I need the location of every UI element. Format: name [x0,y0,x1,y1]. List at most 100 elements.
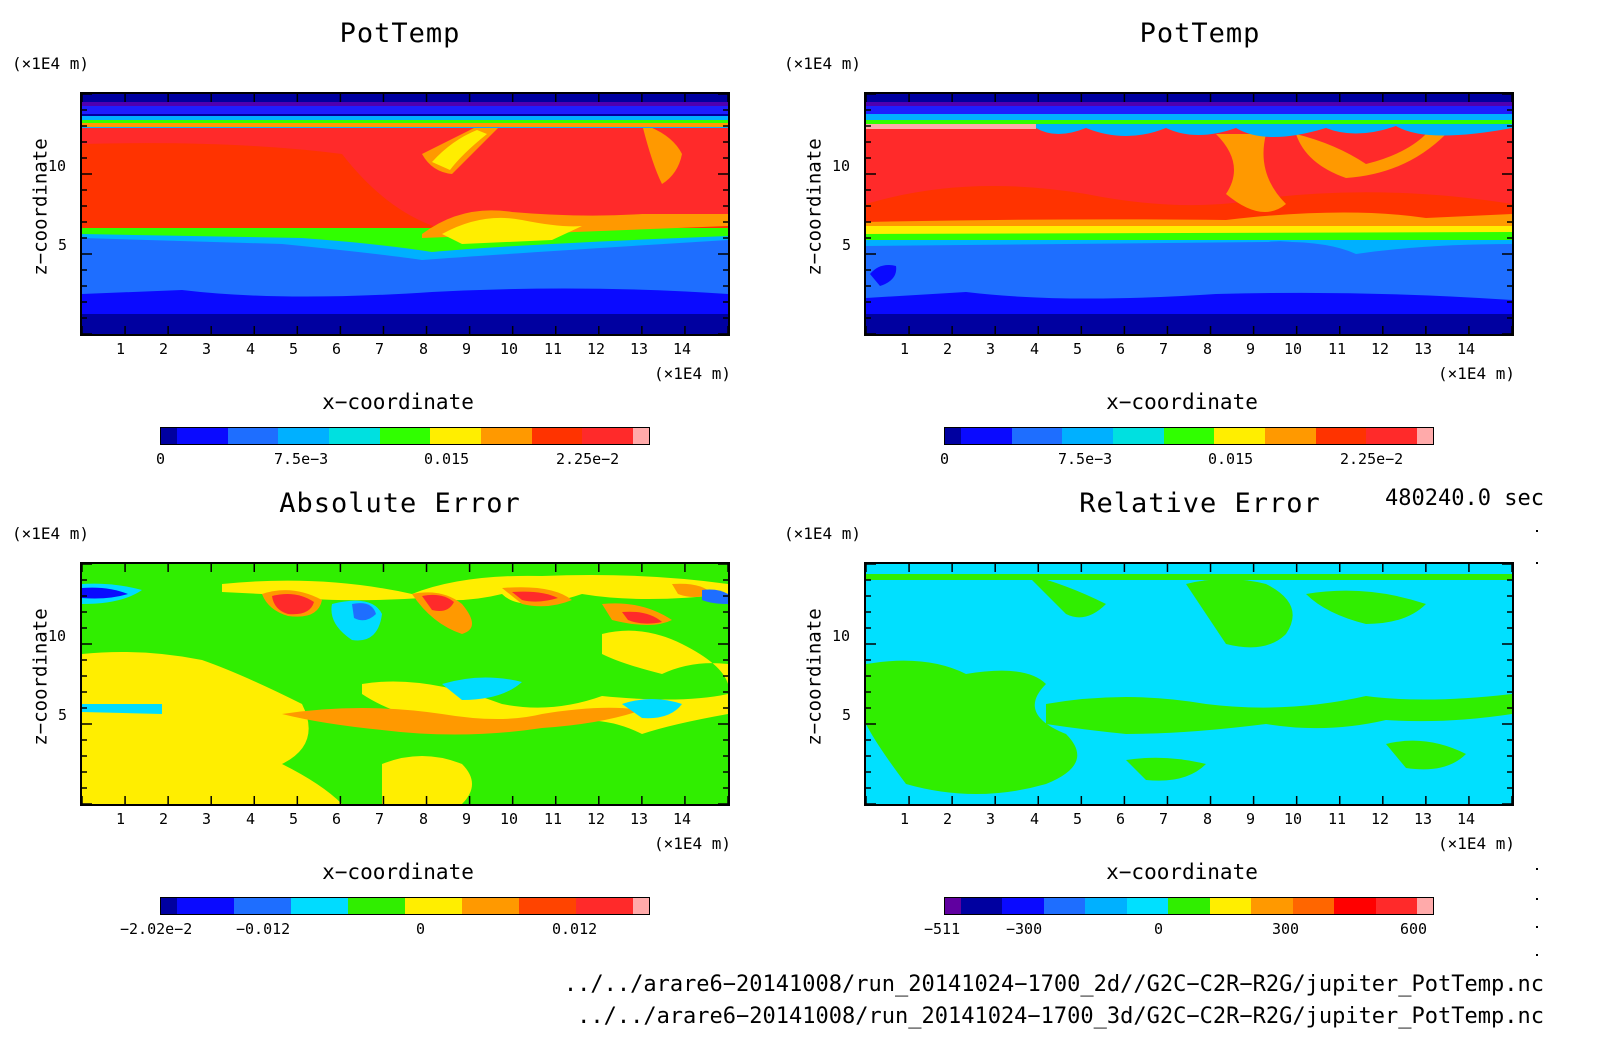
x-tick: 13 [630,810,649,828]
colorbar-swatch [481,428,532,444]
blue-blob-mid [352,603,376,621]
colorbar-swatch [1163,428,1215,444]
heatmap-svg [82,564,728,804]
colorbar-swatch [1334,898,1376,914]
colorbar-swatch [1417,428,1434,444]
colorbar [944,427,1434,445]
x-tick: 6 [1116,810,1126,828]
x-tick: 13 [630,340,649,358]
colorbar-swatch [1315,428,1367,444]
colorbar-tick: 300 [1272,920,1300,938]
panel-pottemp-2d: PotTemp (×1E4 m) z−coordinate 10 5 1 2 [0,0,800,480]
y-tick-10: 10 [48,627,67,645]
colorbar-swatch [582,428,634,444]
y-axis-label: z−coordinate [803,608,826,746]
yellow-lower-band [866,226,1512,234]
colorbar-swatch [177,898,234,914]
blue-band-top-left [82,587,128,599]
x-tick: 10 [1284,340,1303,358]
x-tick: 10 [500,810,519,828]
colorbar-swatch [177,428,228,444]
colorbar-swatch [1043,898,1086,914]
red-blob-3 [512,591,558,602]
x-axis-label: x−coordinate [322,390,474,414]
x-unit-label: (×1E4 m) [654,364,732,383]
x-tick: 11 [544,810,563,828]
colorbar-tick: 7.5e−3 [274,450,329,468]
yellow-region-right [602,630,728,684]
file-path-2: ../../arare6−20141008/run_20141024−1700_… [577,1004,1544,1029]
x-tick: 2 [943,810,953,828]
right-margin-dot [1536,954,1538,956]
right-margin-dot [1536,926,1538,928]
orange-band-low [282,707,642,735]
y-unit-label: (×1E4 m) [12,54,90,73]
yellow-region-top [222,575,728,604]
colorbar-swatch [1251,898,1293,914]
colorbar-swatch [1209,898,1252,914]
panel-relative-error: Relative Error (×1E4 m) z−coordinate 10 … [784,470,1600,950]
colorbar-swatch [576,898,633,914]
colorbar-tick: −0.012 [236,920,291,938]
colorbar-swatch [161,898,177,914]
green-band-top [866,574,1512,580]
x-tick: 9 [462,340,472,358]
orange-right-plume [642,124,682,184]
colorbar-swatch [1214,428,1266,444]
band-top-purple [866,102,1512,106]
chart-title: PotTemp [1139,18,1261,49]
y-tick-5: 5 [842,236,852,254]
x-tick: 8 [419,810,429,828]
x-tick: 3 [986,340,996,358]
x-tick: 4 [1030,810,1040,828]
colorbar-swatch [1085,898,1127,914]
y-tick-10: 10 [832,627,851,645]
x-tick: 3 [986,810,996,828]
y-tick-5: 5 [58,236,68,254]
colorbar [944,897,1434,915]
colorbar-swatch [430,428,482,444]
x-tick: 6 [332,810,342,828]
colorbar-swatch [1011,428,1063,444]
band-green-upper [866,120,1512,124]
x-tick: 10 [500,340,519,358]
x-tick: 7 [375,340,385,358]
colorbar-swatch [291,898,348,914]
x-tick: 6 [1116,340,1126,358]
x-tick: 3 [202,810,212,828]
x-tick: 5 [289,340,299,358]
yellow-region-low-left [82,652,342,804]
x-tick: 11 [1328,340,1347,358]
right-margin-dot [1536,530,1538,532]
x-tick: 6 [332,340,342,358]
pink-band-top [866,124,1036,129]
heatmap-plot [80,562,730,806]
cyan-band-left [82,704,162,714]
right-margin-dot [1536,868,1538,870]
yellow-top-plume [432,130,487,170]
orange-plume-2 [1296,134,1446,178]
colorbar-swatch [633,898,649,914]
y-unit-label: (×1E4 m) [12,524,90,543]
colorbar [160,427,650,445]
file-path-1: ../../arare6−20141008/run_20141024−1700_… [563,972,1544,997]
x-tick: 1 [116,810,126,828]
band-cyan-upper [866,114,1512,137]
colorbar-tick: −300 [1006,920,1043,938]
colorbar-tick: 0.015 [424,450,470,468]
x-tick: 11 [544,340,563,358]
orange-lower-band [866,212,1512,230]
colorbar [160,897,650,915]
x-tick: 2 [159,340,169,358]
colorbar-swatch [234,898,291,914]
x-unit-label: (×1E4 m) [1438,834,1516,853]
band-top-navy [82,94,728,104]
colorbar-tick: 600 [1400,920,1428,938]
colorbar-swatch [1062,428,1114,444]
colorbar-swatch [161,428,177,444]
chart-title: Absolute Error [279,488,521,519]
green-region-left [866,660,1078,794]
colorbar-swatch [227,428,279,444]
x-tick: 14 [1457,340,1476,358]
green-region-lower-right [1386,740,1466,770]
